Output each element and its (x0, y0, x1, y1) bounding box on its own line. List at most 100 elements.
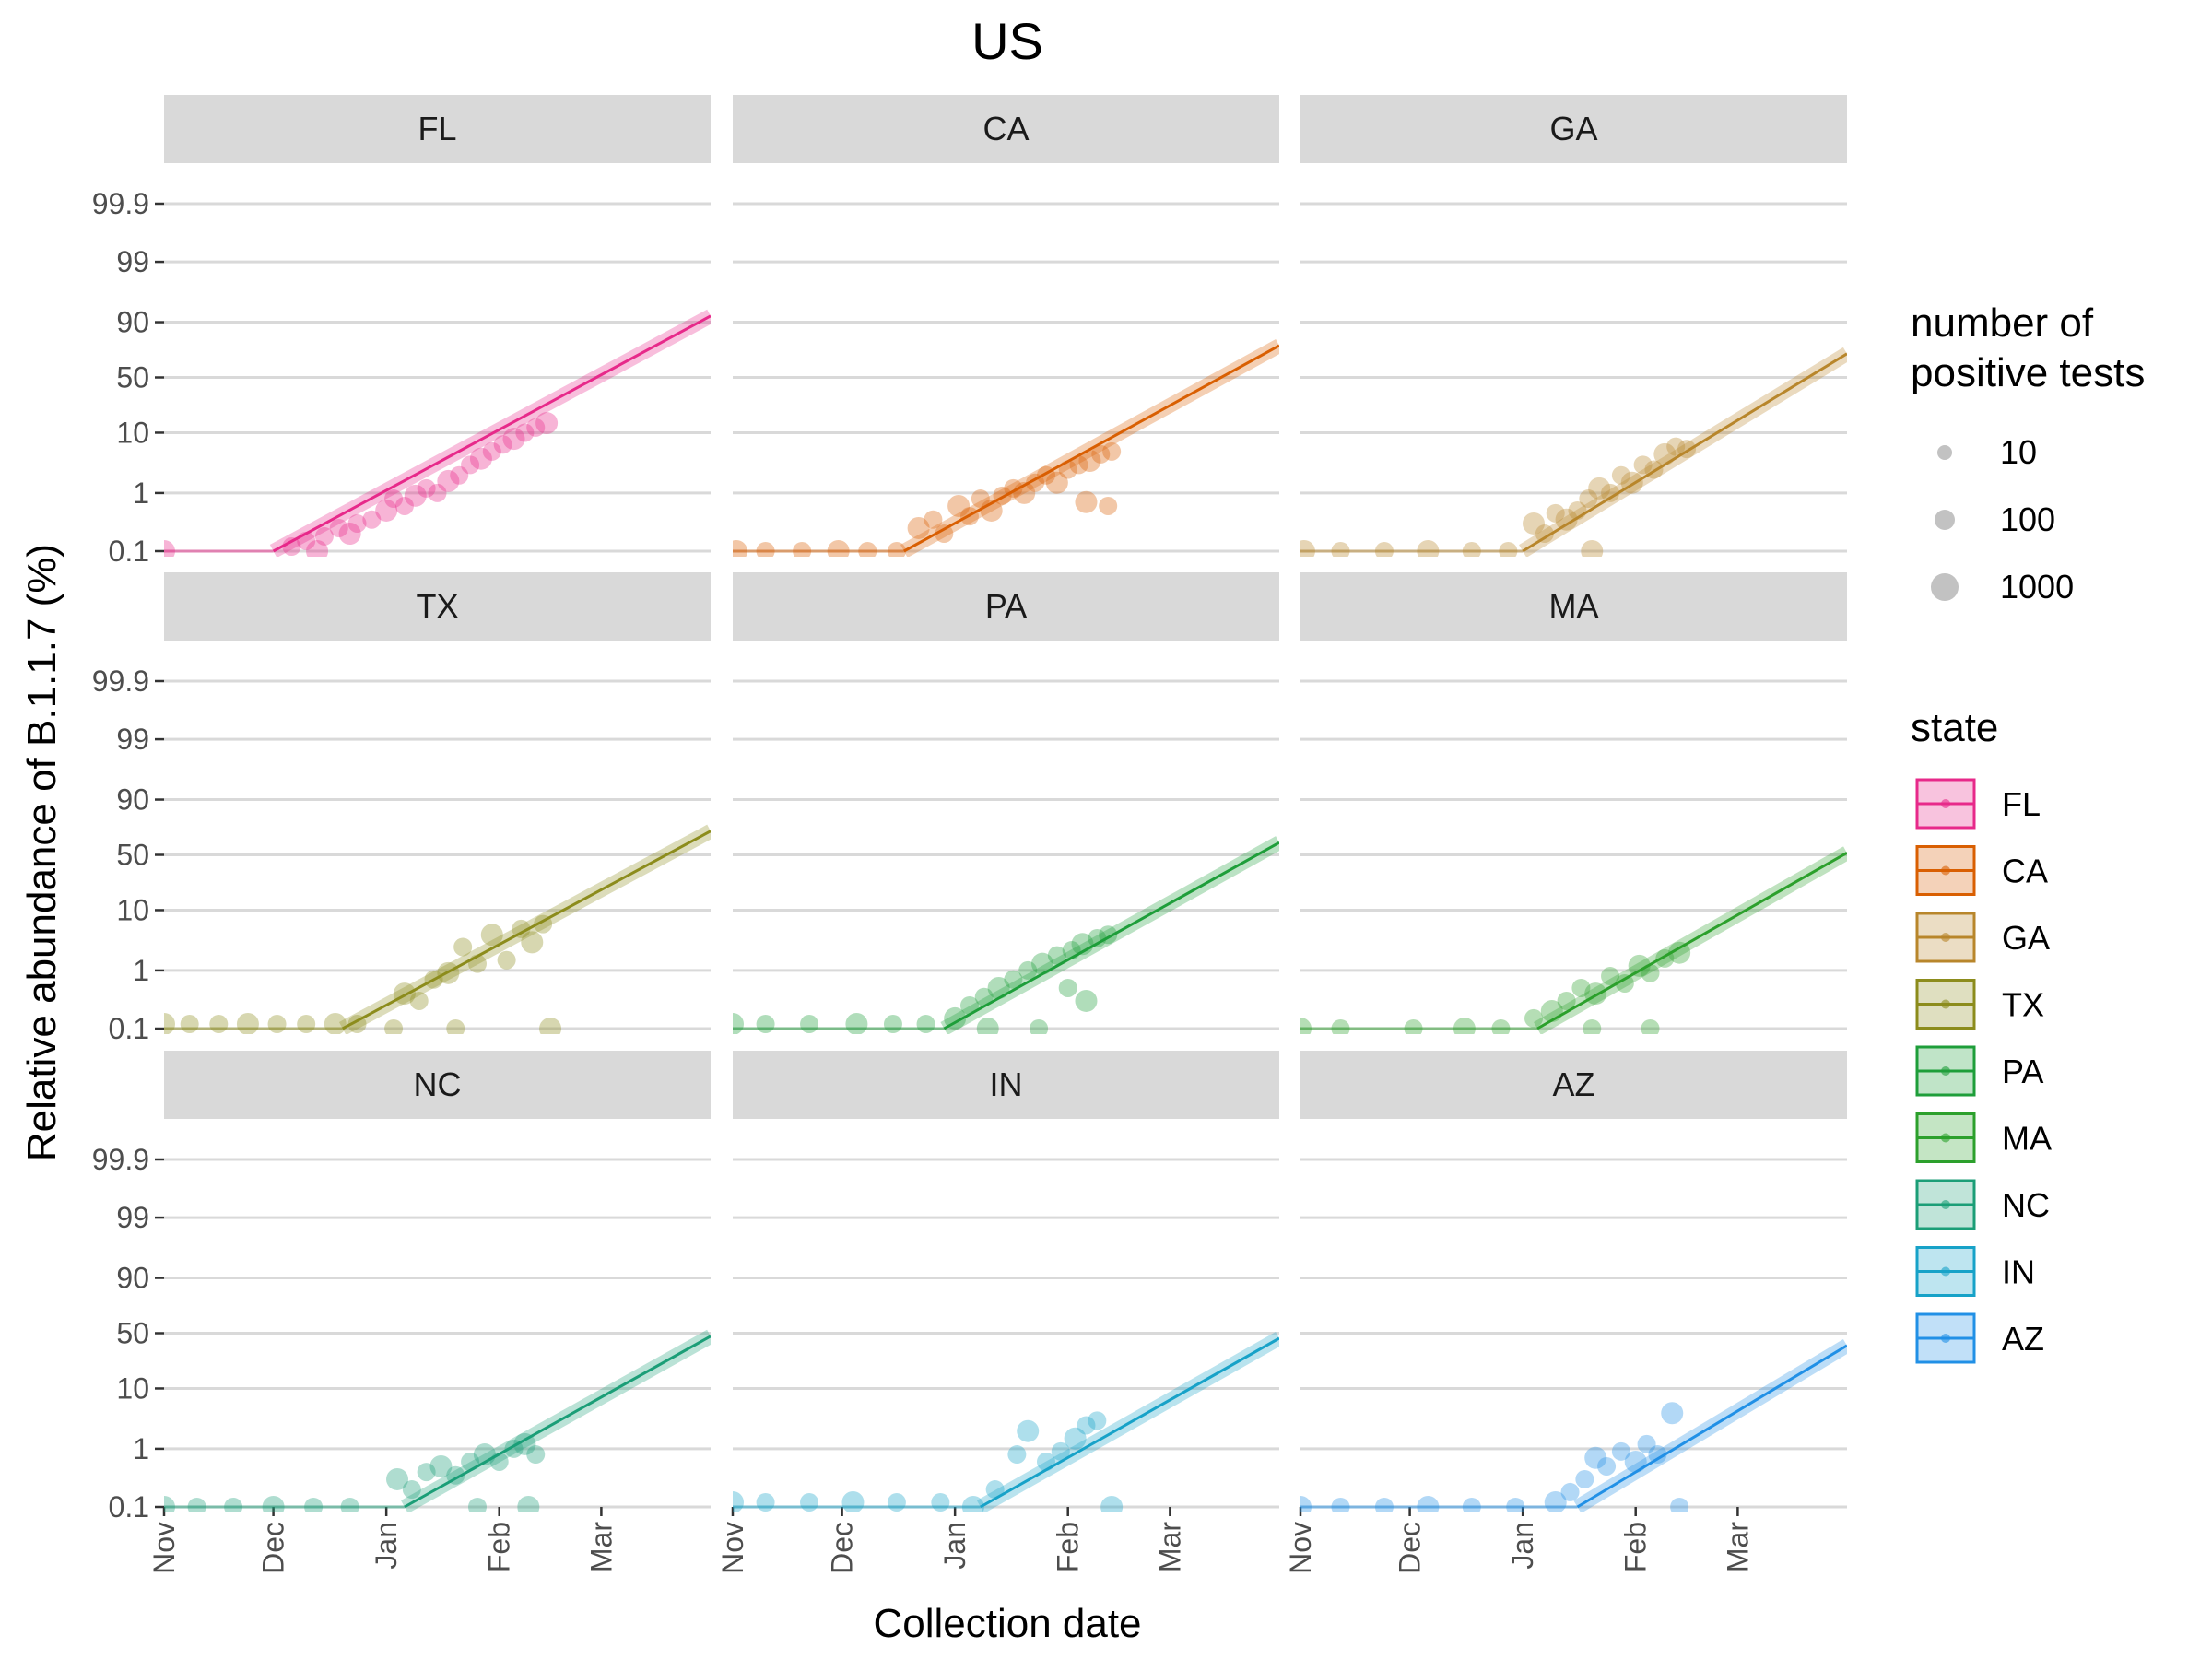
color-legend-key-dot (1941, 1266, 1950, 1277)
y-tick-label: 99 (116, 245, 149, 278)
x-tick-label: Dec (1394, 1522, 1427, 1574)
data-point (297, 1015, 316, 1034)
data-point (733, 540, 747, 557)
data-point (1300, 1496, 1312, 1512)
y-tick-label: 1 (133, 1432, 149, 1465)
data-point (1544, 1491, 1567, 1512)
data-point (1071, 933, 1094, 956)
data-point (517, 1496, 540, 1512)
data-point (1611, 465, 1630, 485)
data-point (504, 1439, 524, 1458)
y-tick-label: 10 (116, 1371, 149, 1405)
x-tick-label: Mar (1721, 1522, 1754, 1572)
panel-in: IN Nov Dec Jan Feb Mar (716, 1051, 1279, 1574)
data-point (1099, 496, 1118, 515)
data-point (1491, 1019, 1511, 1034)
data-point (1653, 442, 1677, 465)
data-point (437, 961, 460, 984)
data-point (424, 970, 443, 989)
data-point (187, 1498, 206, 1512)
data-point (409, 991, 429, 1010)
data-point (935, 524, 954, 544)
data-point (1637, 1434, 1656, 1453)
data-point (384, 1019, 404, 1034)
data-point (1462, 542, 1481, 557)
data-point (1568, 500, 1587, 520)
data-point (489, 1452, 509, 1471)
fit-line (1576, 1344, 1847, 1509)
strip-background (1300, 95, 1847, 163)
data-point (461, 1452, 480, 1471)
data-point (347, 513, 367, 533)
data-point (513, 1432, 536, 1455)
data-point (1677, 440, 1697, 459)
data-point (236, 1013, 259, 1034)
data-point (1641, 1019, 1660, 1034)
data-point (1417, 1496, 1440, 1512)
data-point (924, 510, 943, 529)
data-point (944, 1006, 967, 1030)
data-point (1069, 455, 1088, 475)
data-point (1615, 973, 1634, 993)
data-point (947, 494, 971, 517)
data-point (1546, 503, 1565, 523)
data-point (180, 1015, 199, 1034)
data-point (1374, 1498, 1394, 1512)
data-point (1004, 478, 1023, 498)
data-point (1036, 1452, 1055, 1471)
size-legend-key (1935, 510, 1955, 530)
data-point (512, 919, 531, 938)
data-point (1045, 471, 1068, 494)
color-legend-key-dot (1941, 865, 1950, 876)
data-point (535, 412, 559, 435)
y-tick-label: 0.1 (109, 1012, 149, 1045)
strip-background (1300, 1051, 1847, 1119)
data-point (907, 516, 930, 539)
size-legend-key (1937, 445, 1952, 460)
data-point (1575, 1469, 1594, 1488)
y-tick-label: 90 (116, 783, 149, 817)
data-point (446, 1019, 465, 1034)
fit-line (903, 344, 1279, 553)
y-tick-label: 50 (116, 1317, 149, 1350)
strip-background (164, 572, 711, 641)
data-point (209, 1015, 229, 1034)
data-point (1036, 465, 1055, 485)
data-point (1031, 952, 1054, 975)
panel-marks (1300, 1338, 1847, 1512)
y-tick-label: 90 (116, 1262, 149, 1295)
data-point (450, 465, 469, 485)
strip-label: PA (985, 587, 1027, 625)
fit-line (1536, 852, 1847, 1030)
strip-label: AZ (1552, 1065, 1594, 1103)
color-legend-label: AZ (2002, 1320, 2044, 1358)
data-point (887, 542, 906, 557)
data-point (1102, 441, 1122, 461)
data-point (1535, 524, 1554, 544)
x-tick-label: Feb (1052, 1522, 1085, 1572)
data-point (386, 1467, 409, 1490)
data-point (262, 1496, 285, 1512)
data-point (480, 924, 503, 947)
data-point (1058, 978, 1077, 997)
data-point (841, 1491, 865, 1512)
data-point (446, 1465, 465, 1485)
data-point (1584, 982, 1607, 1006)
color-legend-label: FL (2002, 785, 2041, 823)
data-point (306, 540, 329, 557)
data-point (304, 1498, 324, 1512)
panel-fl: FL 0.1 1 10 50 90 99 99.9 (92, 95, 711, 568)
data-point (1099, 925, 1118, 945)
data-point (1668, 941, 1691, 964)
color-legend-title: state (1911, 705, 1998, 750)
data-point (1331, 1019, 1350, 1034)
y-tick-label: 1 (133, 954, 149, 987)
data-point (1062, 941, 1081, 960)
data-point (1075, 490, 1098, 513)
panel-marks (1300, 347, 1847, 557)
x-tick-label: Dec (826, 1522, 859, 1574)
data-point (1453, 1018, 1476, 1034)
color-legend-label: TX (2002, 986, 2044, 1024)
strip-background (164, 95, 711, 163)
data-point (164, 540, 175, 557)
